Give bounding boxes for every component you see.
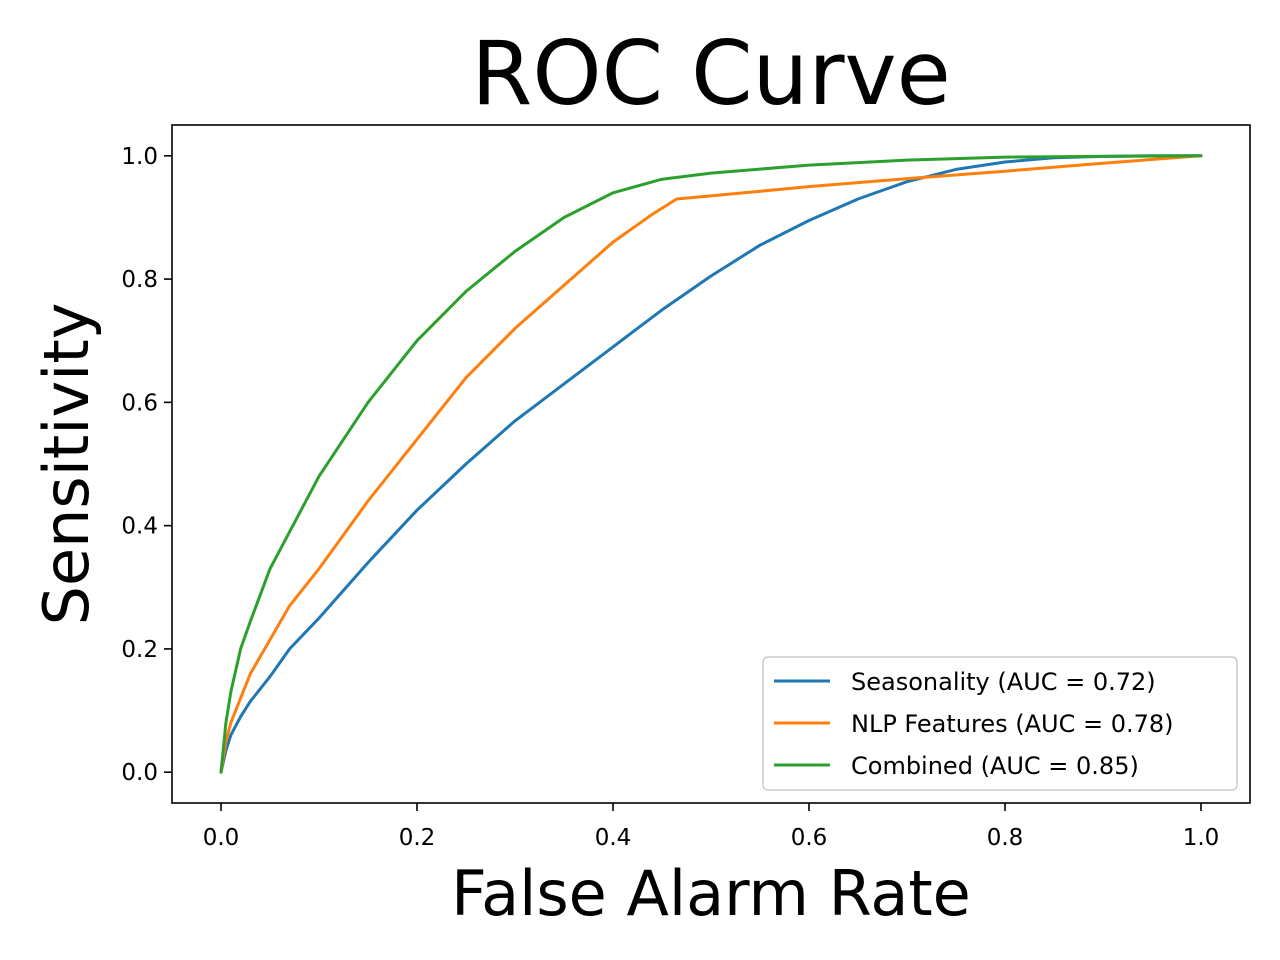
x-tick-label: 1.0 (1183, 825, 1220, 851)
legend-box (762, 656, 1238, 791)
series-line-1 (219, 154, 1203, 774)
legend-label-2: Combined (AUC = 0.85) (851, 752, 1139, 780)
y-tick-label: 1.0 (121, 144, 158, 170)
y-axis-label: Sensitivity (30, 303, 103, 626)
y-tick-label: 0.0 (121, 760, 158, 786)
legend-label-1: NLP Features (AUC = 0.78) (851, 710, 1174, 738)
y-tick-label: 0.8 (121, 267, 158, 293)
x-tick-label: 0.6 (791, 825, 828, 851)
series-line-0 (219, 154, 1203, 774)
y-tick-label: 0.6 (121, 390, 158, 416)
plot-frame (171, 124, 1251, 804)
x-tick-label: 0.2 (399, 825, 436, 851)
y-tick-label: 0.2 (121, 637, 158, 663)
y-axis-ticks: 0.0 0.2 0.4 0.6 0.8 1.0 (121, 144, 172, 786)
x-tick-label: 0.8 (987, 825, 1024, 851)
legend-label-0: Seasonality (AUC = 0.72) (851, 668, 1156, 696)
legend: Seasonality (AUC = 0.72) NLP Features (AU… (762, 656, 1238, 791)
y-tick-label: 0.4 (121, 514, 158, 540)
x-axis-label: False Alarm Rate (451, 857, 971, 930)
chart-title: ROC Curve (471, 22, 950, 125)
series-line-2 (219, 154, 1203, 774)
plot-area (219, 154, 1203, 774)
x-tick-label: 0.0 (203, 825, 240, 851)
x-axis-ticks: 0.0 0.2 0.4 0.6 0.8 1.0 (203, 803, 1220, 851)
x-tick-label: 0.4 (595, 825, 632, 851)
